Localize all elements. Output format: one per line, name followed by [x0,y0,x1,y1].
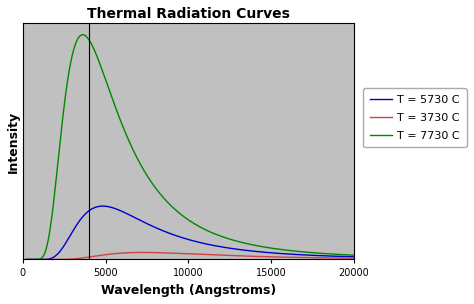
Legend: T = 5730 C, T = 3730 C, T = 7730 C: T = 5730 C, T = 3730 C, T = 7730 C [363,88,467,147]
T = 5730 C [100,204,106,208]
T = 3730 C [23,258,29,261]
T = 7730 C [351,253,357,257]
T = 7730 C [164,199,169,202]
T = 7730 C [345,253,351,257]
T = 3730 C [164,251,169,255]
T = 5730 C [61,245,66,248]
X-axis label: Wavelength (Angstroms): Wavelength (Angstroms) [101,284,276,297]
T = 5730 C [345,255,351,258]
Title: Thermal Radiation Curves: Thermal Radiation Curves [87,7,290,21]
T = 5730 C [310,254,315,257]
T = 7730 C [310,251,315,254]
T = 3730 C [61,257,66,261]
T = 7730 C [23,258,29,261]
T = 3730 C [149,251,155,254]
T = 5730 C [149,224,155,228]
T = 7730 C [80,33,86,36]
Line: T = 7730 C: T = 7730 C [26,35,354,260]
T = 7730 C [149,181,155,185]
T = 3730 C [80,256,86,260]
T = 3730 C [140,250,146,254]
T = 7730 C [80,33,85,36]
T = 3730 C [310,256,315,260]
Line: T = 3730 C: T = 3730 C [26,252,354,260]
T = 3730 C [345,256,351,260]
T = 7730 C [61,110,66,114]
Line: T = 5730 C: T = 5730 C [26,206,354,260]
T = 5730 C [23,258,29,261]
T = 5730 C [80,215,86,218]
Y-axis label: Intensity: Intensity [7,110,20,173]
T = 5730 C [164,230,169,234]
T = 3730 C [351,256,357,260]
T = 5730 C [351,255,357,259]
